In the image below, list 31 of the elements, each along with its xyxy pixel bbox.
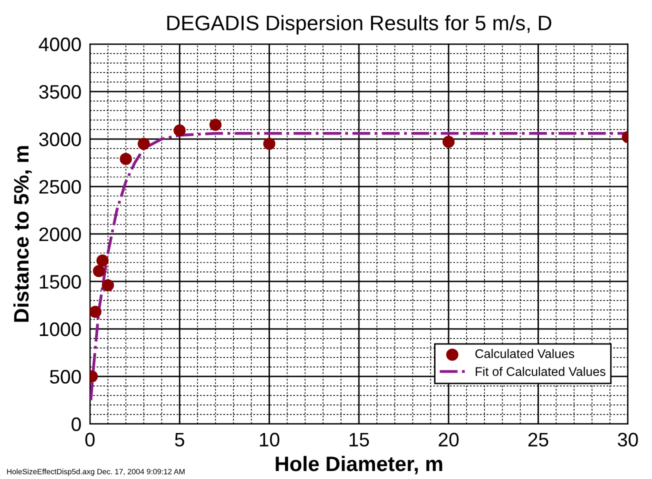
chart-title: DEGADIS Dispersion Results for 5 m/s, D [167, 15, 552, 34]
y-tick-label: 2500 [39, 180, 81, 194]
y-tick-label: 1500 [40, 274, 81, 289]
x-tick-label: 25 [528, 432, 548, 447]
point [120, 152, 132, 166]
point [263, 138, 276, 150]
point [174, 124, 186, 137]
x-tick-label: 0 [85, 432, 95, 447]
y-tick-label: 4000 [38, 38, 81, 52]
point [209, 118, 222, 131]
y-axis-title: Distance to 5%, m [13, 146, 32, 322]
point [96, 254, 109, 267]
legend-label: Calculated Values [475, 348, 574, 358]
y-tick-label: 1000 [40, 322, 81, 336]
x-tick-label: 5 [174, 432, 184, 447]
y-tick-label: 500 [50, 370, 81, 384]
y-tick-label: 3000 [39, 132, 81, 146]
point [90, 306, 102, 318]
x-axis-title: Hole Diameter, m [276, 456, 442, 474]
y-tick-label: 2000 [39, 227, 81, 242]
x-tick-label: 15 [350, 432, 369, 447]
point [138, 138, 150, 150]
x-tick-label: 30 [618, 432, 638, 447]
x-tick-label: 10 [260, 432, 280, 447]
x-tick-label: 20 [438, 432, 459, 447]
y-tick-label: 3500 [39, 85, 81, 99]
legend-label: Fit of Calculated Values [476, 366, 606, 376]
point [102, 279, 114, 292]
point [92, 264, 106, 278]
y-tick-label: 0 [72, 417, 81, 432]
point [442, 136, 455, 148]
